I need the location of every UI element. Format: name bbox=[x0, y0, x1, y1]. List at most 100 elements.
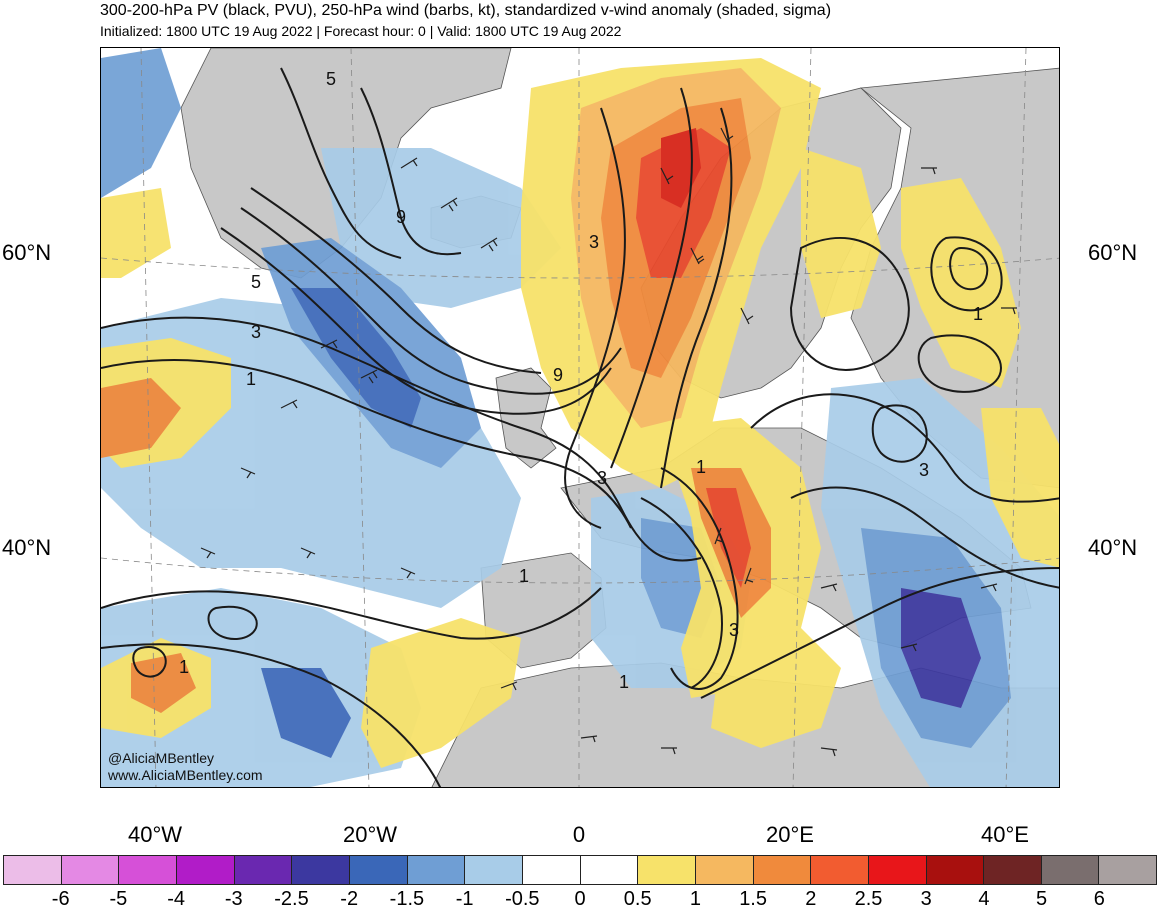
contour-label: 1 bbox=[696, 457, 706, 477]
pv-contour bbox=[250, 187, 542, 374]
colorbar-swatch bbox=[61, 856, 120, 884]
pos-region-azores-core bbox=[131, 653, 196, 713]
pv-contour bbox=[790, 486, 1059, 589]
neg-region-anatolia-core bbox=[901, 588, 981, 708]
lat-label-40n-left: 40°N bbox=[2, 535, 52, 560]
wind-barb bbox=[300, 547, 316, 559]
pos-region-russia-east bbox=[901, 178, 1021, 388]
graticule-lon-40w bbox=[140, 48, 157, 787]
wind-barb bbox=[1001, 307, 1017, 315]
colorbar-swatch bbox=[234, 856, 293, 884]
wind-barb bbox=[820, 583, 838, 592]
wind-barb bbox=[400, 157, 418, 169]
colorbar-tick-label: -0.5 bbox=[505, 888, 540, 910]
colorbar-tick-label: -1.5 bbox=[389, 888, 425, 910]
contour-label: 9 bbox=[396, 207, 406, 227]
wind-barb bbox=[660, 167, 674, 185]
colorbar-swatch bbox=[753, 856, 812, 884]
pv-contour bbox=[660, 107, 733, 489]
map-panel: 5 9 5 3 1 9 1 3 1 1 3 1 3 3 1 bbox=[100, 47, 1060, 788]
colorbar-swatch bbox=[1041, 856, 1100, 884]
pv-contour bbox=[132, 646, 167, 678]
colorbar-tick-label: 0.5 bbox=[623, 888, 652, 910]
colorbar-tick-label: -2.5 bbox=[274, 888, 309, 910]
colorbar-tick-label: -1 bbox=[455, 888, 474, 910]
lat-label-60n-left: 60°N bbox=[2, 240, 52, 265]
wind-barb bbox=[360, 369, 378, 384]
pos-region-italy-max bbox=[706, 488, 751, 588]
pos-region-baltic bbox=[801, 148, 881, 318]
contour-label: 1 bbox=[179, 657, 189, 677]
colorbar-swatch bbox=[868, 856, 927, 884]
pv-contour bbox=[917, 334, 1003, 393]
wind-barb bbox=[690, 247, 705, 265]
wind-barb bbox=[661, 747, 677, 755]
contour-labels: 5 9 5 3 1 9 1 3 1 1 3 1 3 3 1 bbox=[179, 69, 983, 692]
graticule-lon-20e bbox=[792, 48, 812, 787]
graticule-lon-40e bbox=[1005, 48, 1027, 787]
lon-label-40w: 40°W bbox=[127, 822, 183, 847]
colorbar-tick-label: 5 bbox=[1036, 888, 1048, 910]
colorbar-swatch bbox=[176, 856, 235, 884]
contour-label: 3 bbox=[589, 232, 599, 252]
colorbar-tick-label: 1 bbox=[689, 888, 701, 910]
wind-barb bbox=[720, 127, 734, 145]
wind-barb bbox=[320, 339, 338, 349]
weather-map: 5 9 5 3 1 9 1 3 1 1 3 1 3 3 1 bbox=[101, 48, 1059, 787]
positive-anomaly-layer bbox=[101, 58, 1059, 768]
wind-barb bbox=[740, 307, 754, 325]
colorbar-swatch bbox=[1099, 856, 1157, 884]
contour-label: 1 bbox=[246, 369, 256, 389]
graticule bbox=[101, 48, 1059, 787]
pv-contour bbox=[660, 467, 739, 690]
contour-label: 5 bbox=[251, 272, 261, 292]
contour-label: 1 bbox=[619, 672, 629, 692]
pv-contour bbox=[207, 605, 258, 640]
graticule-lon-20w bbox=[350, 48, 370, 787]
colorbar-tick-label: 3 bbox=[920, 888, 932, 910]
pos-region-morocco bbox=[361, 618, 521, 768]
pv-contour bbox=[220, 227, 612, 415]
wind-barb bbox=[980, 583, 998, 592]
colorbar-swatch bbox=[522, 856, 581, 884]
lon-label-20w: 20°W bbox=[342, 822, 398, 847]
pv-contour bbox=[700, 567, 1059, 699]
colorbar-tick-label: 4 bbox=[978, 888, 990, 910]
colorbar-swatch bbox=[695, 856, 754, 884]
lat-label-40n-right: 40°N bbox=[1088, 535, 1138, 560]
contour-label: 9 bbox=[553, 365, 563, 385]
pv-contour bbox=[564, 107, 626, 529]
colorbar-tick-label: -4 bbox=[167, 888, 185, 910]
colorbar-swatch bbox=[638, 856, 696, 884]
contour-label: 3 bbox=[597, 468, 607, 488]
colorbar-swatch bbox=[119, 856, 177, 884]
credit-website: www.AliciaMBentley.com bbox=[108, 767, 263, 783]
contour-label: 3 bbox=[729, 620, 739, 640]
pv-contour bbox=[789, 237, 910, 371]
pv-contour bbox=[930, 236, 1003, 312]
pos-region-west-atlantic-core bbox=[101, 378, 181, 458]
wind-barb bbox=[500, 681, 518, 691]
wind-barb bbox=[480, 237, 498, 252]
wind-barb bbox=[820, 747, 838, 757]
wind-barb bbox=[744, 567, 754, 585]
lon-label-40e: 40°E bbox=[981, 822, 1029, 847]
wind-barb bbox=[280, 399, 298, 409]
colorbar-swatch bbox=[580, 856, 639, 884]
colorbar-tick-label: 2.5 bbox=[854, 888, 883, 910]
wind-barb bbox=[900, 643, 918, 652]
map-title: 300-200-hPa PV (black, PVU), 250-hPa win… bbox=[100, 2, 832, 19]
neg-region-greenland-sea bbox=[321, 148, 561, 308]
colorbar-tick-label: 0 bbox=[574, 888, 586, 910]
wind-barb bbox=[200, 547, 216, 559]
colorbar-tick-label: 2 bbox=[805, 888, 817, 910]
pv-contour bbox=[750, 393, 1059, 503]
colorbar-tick-label: -3 bbox=[224, 888, 243, 910]
pv-contours bbox=[101, 67, 1059, 787]
pv-contour bbox=[101, 643, 442, 787]
colorbar-swatch bbox=[811, 856, 869, 884]
contour-label: 5 bbox=[326, 69, 336, 89]
pv-contour bbox=[640, 497, 723, 689]
colorbar-swatch bbox=[465, 856, 523, 884]
colorbar-swatch bbox=[984, 856, 1042, 884]
